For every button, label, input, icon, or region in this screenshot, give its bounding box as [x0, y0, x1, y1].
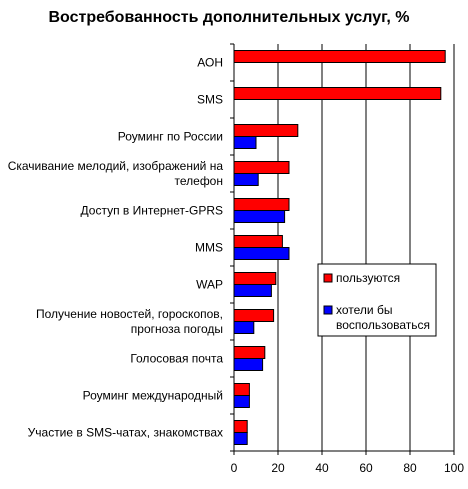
category-label: WAP: [196, 278, 223, 292]
axes: [230, 43, 455, 455]
bar-would-use: [233, 432, 248, 445]
grid-lines: [277, 44, 455, 451]
legend-label: хотели бы воспользоваться: [336, 303, 430, 332]
bar-using: [233, 50, 446, 63]
bar-would-use: [233, 173, 259, 186]
bar-would-use: [233, 210, 286, 223]
x-tick-label: 0: [231, 461, 238, 475]
bar-using: [233, 272, 277, 285]
legend: пользуются хотели бы воспользоваться: [317, 263, 437, 337]
bar-using: [233, 346, 266, 359]
category-label: Доступ в Интернет-GPRS: [81, 204, 223, 218]
x-tick-label: 80: [403, 461, 417, 475]
bar-would-use: [233, 395, 250, 408]
chart-title: Востребованность дополнительных услуг, %: [48, 9, 409, 26]
category-label: Получение новостей, гороскопов, прогноза …: [36, 307, 223, 336]
x-tick-label: 20: [271, 461, 285, 475]
bar-would-use: [233, 358, 264, 371]
bar-using: [233, 383, 250, 396]
bar-would-use: [233, 284, 272, 297]
category-label: Роуминг международный: [83, 389, 223, 403]
bar-using: [233, 161, 290, 174]
bars: [233, 50, 446, 445]
category-labels: АОН SMS Роуминг по России Скачивание мелоди…: [8, 56, 224, 440]
category-label: SMS: [197, 93, 223, 107]
legend-box: [317, 263, 437, 337]
category-label: АОН: [197, 56, 223, 70]
bar-using: [233, 87, 442, 100]
legend-label: пользуются: [336, 271, 400, 285]
x-tick-label: 60: [359, 461, 373, 475]
bar-using: [233, 124, 299, 137]
category-label: Скачивание мелодий, изображений на телефо…: [8, 159, 224, 188]
legend-swatch: [323, 273, 333, 283]
bar-using: [233, 198, 290, 211]
bar-would-use: [233, 136, 257, 149]
bar-using: [233, 309, 275, 322]
category-label: MMS: [195, 241, 223, 255]
bar-would-use: [233, 247, 290, 260]
x-tick-label: 100: [444, 461, 464, 475]
category-label: Роуминг по России: [118, 130, 223, 144]
bar-would-use: [233, 321, 255, 334]
legend-swatch: [323, 305, 333, 315]
x-tick-label: 40: [315, 461, 329, 475]
x-tick-labels: 0 20 40 60 80 100: [231, 461, 465, 475]
category-label: Голосовая почта: [130, 352, 223, 366]
bar-using: [233, 235, 283, 248]
category-label: Участие в SMS-чатах, знакомствах: [28, 426, 223, 440]
bar-using: [233, 420, 248, 433]
